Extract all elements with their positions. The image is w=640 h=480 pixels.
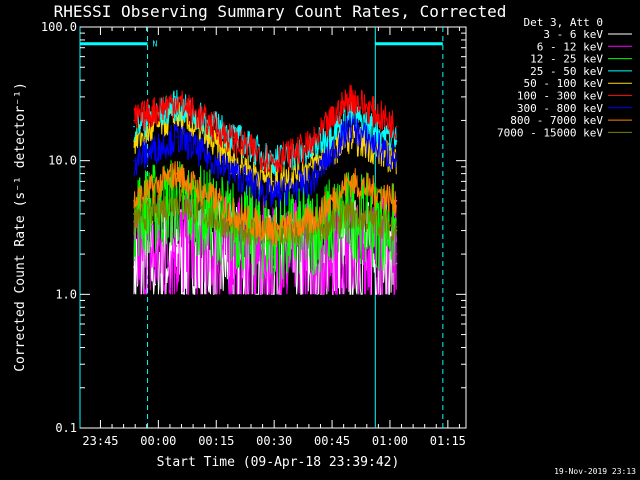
series-layer [133,84,398,295]
y-tick-label: 0.1 [55,421,77,435]
footer-date: 19-Nov-2019 23:13 [554,467,636,476]
x-tick-label: 00:45 [314,434,350,448]
series-point [233,159,236,162]
x-tick-label: 00:15 [198,434,234,448]
series-point [175,200,178,202]
legend-header: Det 3, Att 0 [524,16,603,29]
series-point [133,119,135,122]
legend-label: 12 - 25 keV [530,53,603,66]
x-tick-label: 01:00 [372,434,408,448]
series-point [175,136,178,138]
series-point [233,213,236,215]
legend-label: 100 - 300 keV [517,90,603,103]
series-line-8 [133,189,397,246]
legend-label: 25 - 50 keV [530,65,603,78]
series-point [133,266,135,268]
y-axis-label: Corrected Count Rate (s⁻¹ detector⁻¹) [13,82,28,372]
series-point [175,245,178,247]
legend-label: 300 - 800 keV [517,102,603,115]
series-point [349,125,352,128]
series-point [133,220,135,223]
series-point [133,125,135,128]
y-tick-label: 1.0 [55,287,77,301]
series-point [272,229,274,232]
x-axis-ticks: 23:45 00:00 00:15 00:30 00:45 01:00 01:15 [82,27,466,448]
legend-label: 7000 - 15000 keV [497,126,603,139]
series-point [395,140,398,142]
series-point [349,180,352,183]
series-point [310,144,313,147]
series-point [395,253,398,255]
series-point [395,226,398,228]
series-point [310,165,313,168]
series-point [233,172,236,175]
series-line-5 [133,84,397,174]
series-point [233,140,236,142]
series-point [133,159,135,162]
legend-label: 6 - 12 keV [537,40,604,53]
legend-label: 3 - 6 keV [543,28,603,41]
series-point [395,159,398,162]
series-point [395,125,398,128]
legend-label: 800 - 7000 keV [510,114,603,127]
x-tick-label: 01:15 [430,434,466,448]
series-point [175,253,178,255]
y-tick-label: 10.0 [48,154,77,168]
series-line-7 [133,161,397,246]
series-point [310,180,313,183]
series-point [272,194,274,197]
series-point [272,180,274,183]
series-point [349,253,352,255]
series-line-4 [133,101,397,198]
x-tick-label: 00:00 [140,434,176,448]
series-point [349,96,352,98]
x-tick-label: 23:45 [82,434,118,448]
y-tick-label: 100.0 [41,20,77,34]
series-point [349,213,352,215]
series-point [395,200,398,202]
night-flag-label: N [153,40,158,49]
series-point [175,100,178,102]
x-axis-label: Start Time (09-Apr-18 23:39:42) [157,455,400,470]
x-tick-label: 00:30 [256,434,292,448]
legend-label: 50 - 100 keV [524,77,604,90]
chart-title: RHESSI Observing Summary Count Rates, Co… [54,2,507,21]
series-point [272,159,274,162]
series-line-6 [133,112,397,208]
y-axis-ticks: 100.0 10.0 1.0 0.1 [41,20,466,435]
series-point [175,172,178,175]
series-point [133,200,135,202]
series-point [310,220,313,223]
